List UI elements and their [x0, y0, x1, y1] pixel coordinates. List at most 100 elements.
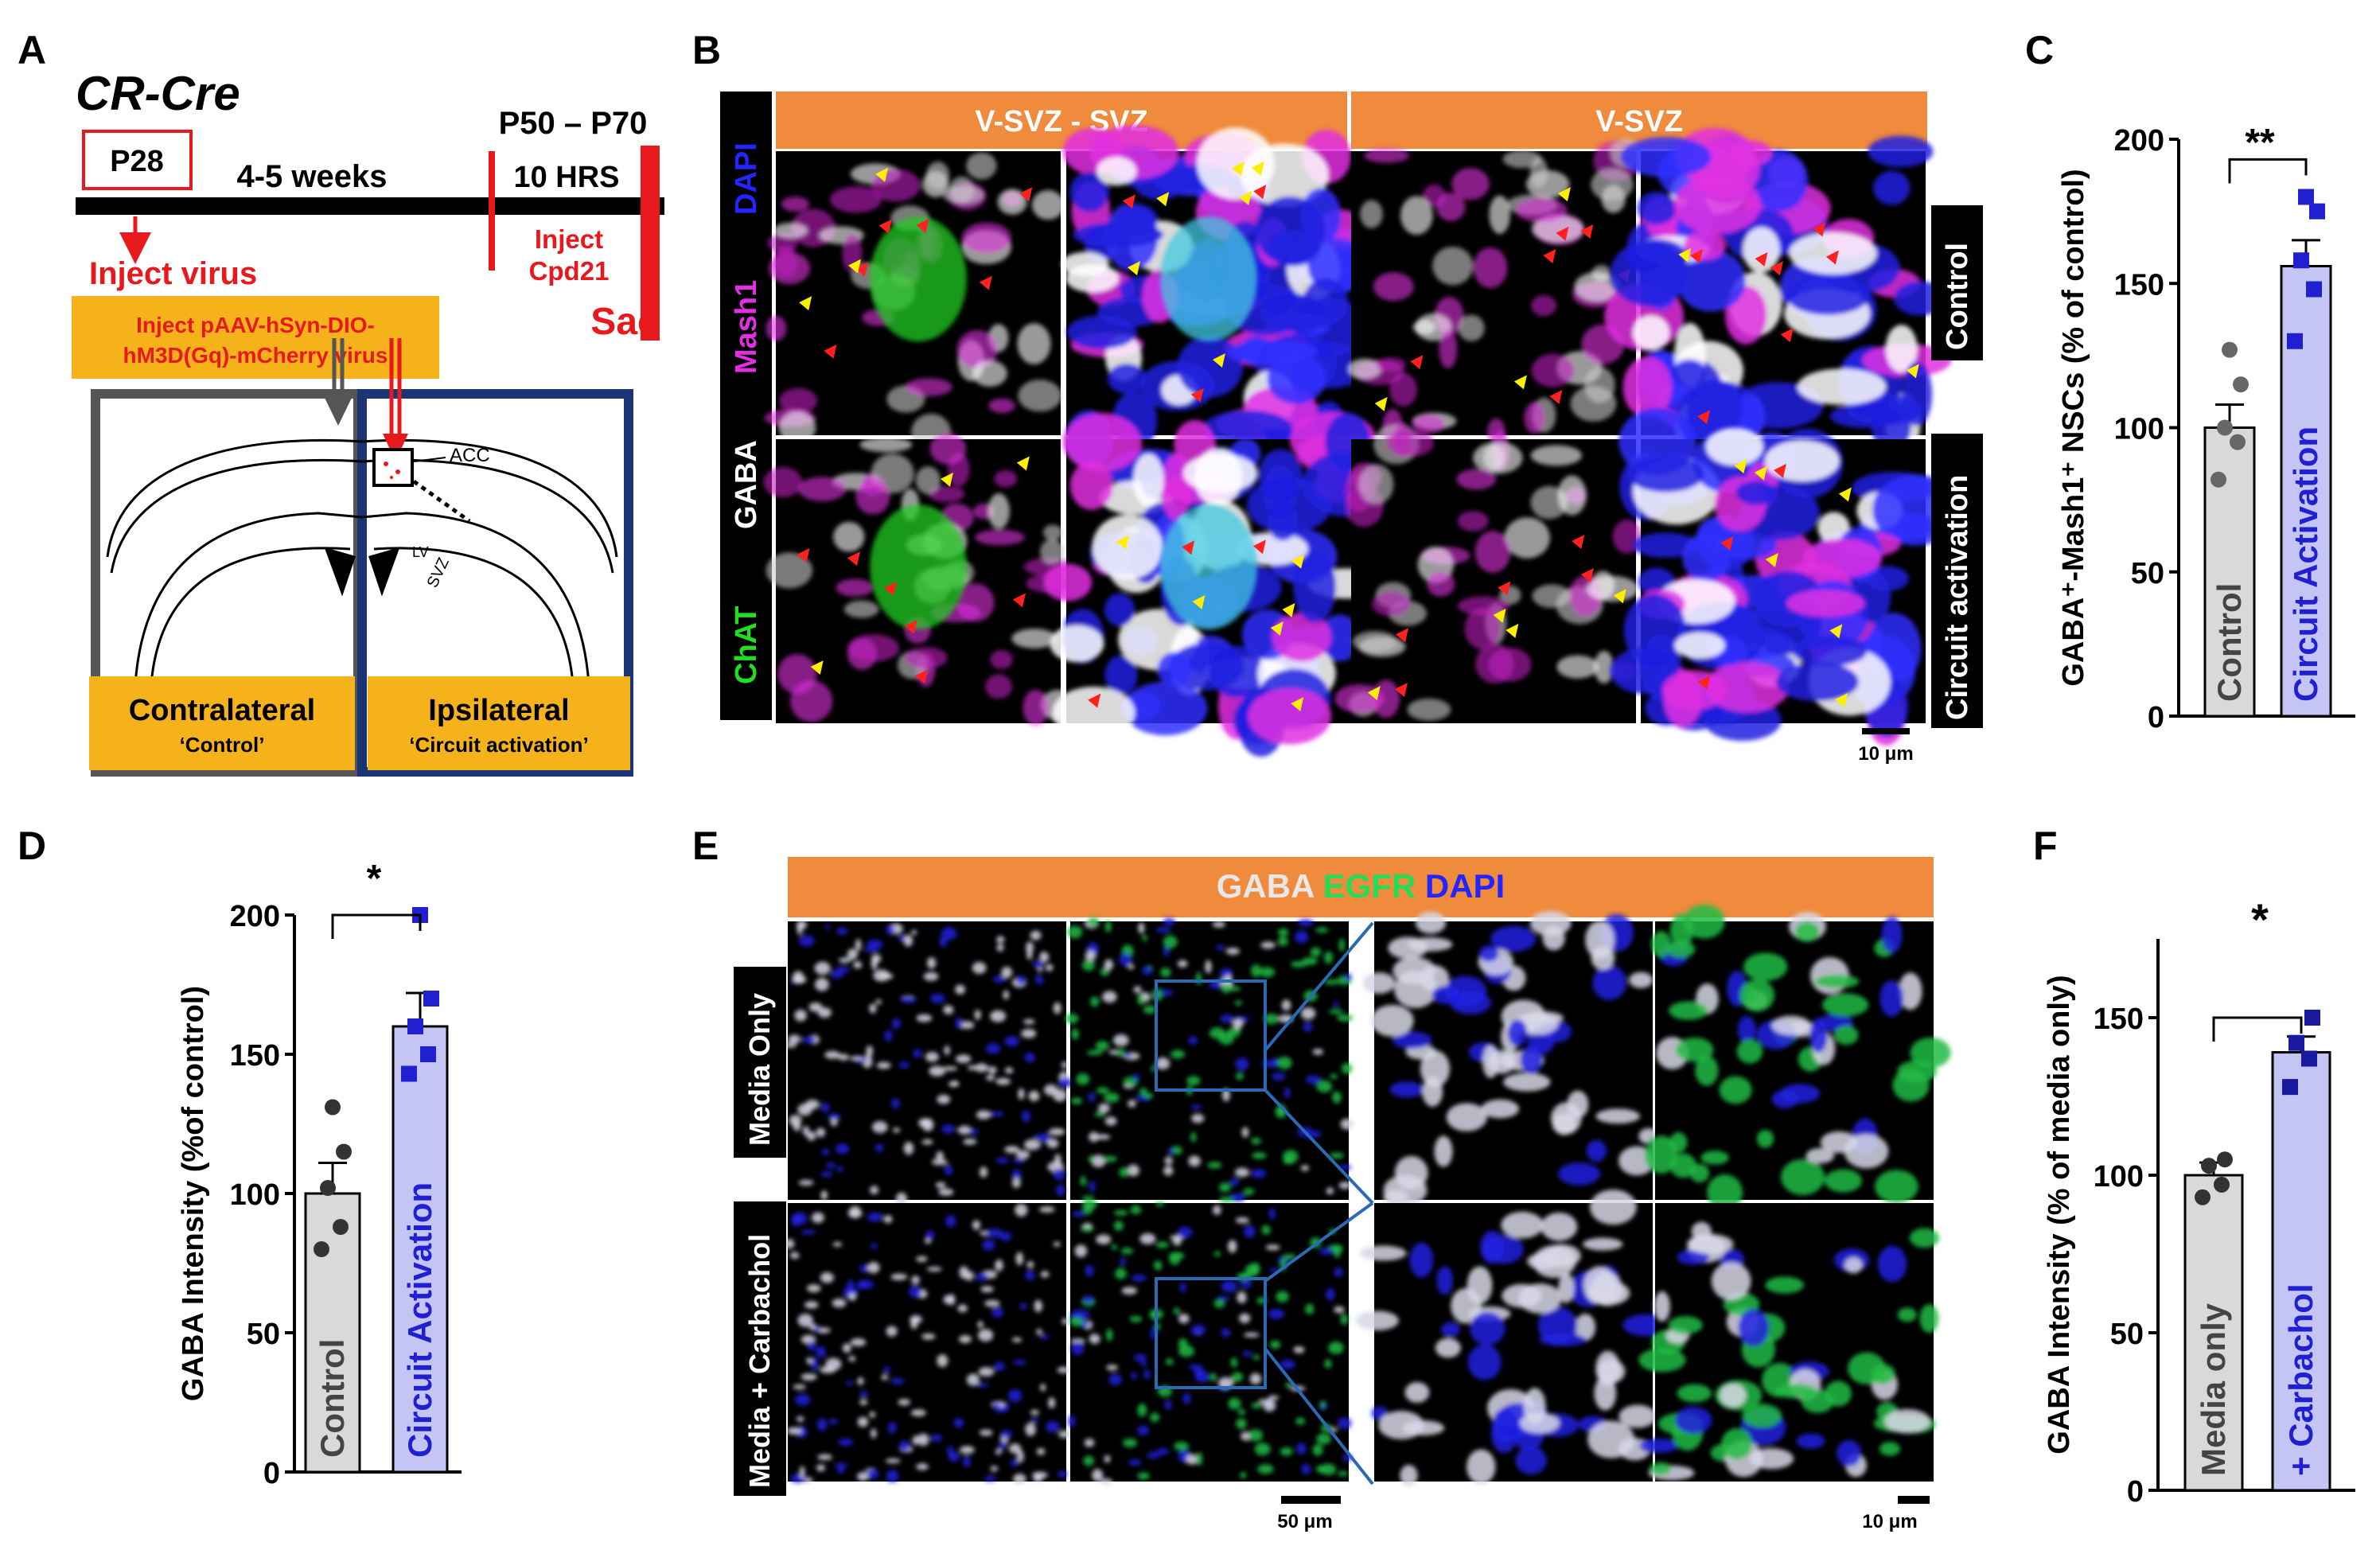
acc-projection: [412, 479, 471, 524]
micrograph-b-r2-c4: [1610, 408, 1959, 746]
zoom-line-1: [1264, 921, 1374, 1052]
scale-bar-e-right: [1898, 1496, 1930, 1504]
row-label-circuit-bg: [1931, 434, 1983, 728]
data-point: [401, 1065, 417, 1082]
data-point: [2195, 1189, 2211, 1205]
panel-b: B DAPI Mash1 GABA ChAT V-SVZ - SVZ V-SVZ…: [692, 28, 1983, 765]
arrowhead-marker: [797, 547, 810, 563]
arrowhead-marker: [1395, 682, 1408, 697]
y-tick-label: 0: [263, 1457, 280, 1490]
data-point: [2211, 471, 2226, 488]
gray-arrow-head: [325, 398, 352, 426]
arrowhead-marker: [915, 669, 929, 684]
arrowhead-marker: [1190, 387, 1204, 403]
significance-bracket: [2212, 1016, 2303, 1042]
arrowhead-marker: [1128, 261, 1141, 276]
arrowhead-marker: [1012, 593, 1026, 608]
arrowhead-marker: [810, 660, 824, 676]
arrowhead-marker: [1493, 608, 1506, 623]
ipsilateral-label: Ipsilateral: [428, 694, 569, 727]
stain-label-strip: [720, 92, 772, 720]
arrowhead-marker: [1291, 554, 1305, 569]
arrowhead-marker: [1543, 248, 1556, 263]
arrowhead-marker: [1016, 456, 1030, 471]
micrograph-e-r2-c4: [1638, 1203, 1940, 1482]
arrowhead-marker: [1088, 693, 1101, 708]
zoom-box: [1155, 979, 1267, 1092]
arrowhead-marker: [1251, 161, 1264, 176]
sac-tick: [641, 146, 660, 341]
category-label: Control: [314, 1339, 351, 1458]
data-point: [2298, 189, 2314, 205]
data-point: [2293, 252, 2309, 269]
arrowhead-marker: [824, 344, 837, 359]
y-tick-label: 200: [230, 900, 280, 933]
significance-bracket: [2228, 158, 2308, 184]
micrograph-b-r2-c1: [763, 433, 1077, 726]
data-point: [2301, 1050, 2317, 1067]
panel-d: D * 0 50 100 150 200 GABA Intensity (%of cont…: [18, 824, 462, 1490]
y-tick-label: 100: [2114, 413, 2164, 446]
virus-line1: Inject pAAV-hSyn-DIO-: [136, 313, 375, 337]
category-label: Circuit Activation: [401, 1182, 438, 1458]
arrowhead-marker: [1580, 567, 1594, 582]
arrowhead-marker: [1182, 540, 1195, 555]
arrowhead-marker: [1253, 185, 1267, 200]
panel-label-c: C: [2025, 28, 2054, 72]
y-tick-label: 100: [2094, 1160, 2144, 1193]
arrowhead-marker: [1116, 535, 1129, 550]
arrowhead-marker: [1239, 191, 1252, 206]
y-tick-label: 150: [230, 1039, 280, 1073]
arrowhead-marker: [1291, 697, 1304, 712]
panel-a: A CR-Cre P28 4-5 weeks P50 – P70 10 HRS …: [18, 28, 664, 777]
y-tick-label: 50: [247, 1318, 280, 1351]
arrowhead-marker: [1212, 353, 1225, 368]
micrograph-e-r2-c1: [784, 1203, 1073, 1485]
data-point: [407, 1018, 423, 1034]
y-tick-label: 50: [2110, 1318, 2144, 1351]
micrograph-e-r1-c2: [1065, 917, 1354, 1203]
hrs-label: 10 HRS: [513, 161, 619, 194]
arrowhead-marker: [979, 275, 992, 290]
y-tick-label: 200: [2114, 124, 2164, 158]
arrowhead-marker: [883, 581, 897, 596]
arrowhead-marker: [916, 218, 929, 233]
y-tick-label: 0: [2127, 1475, 2144, 1509]
arrowhead-marker: [1689, 248, 1703, 263]
inject-virus-label: Inject virus: [89, 256, 257, 291]
category-label: Media only: [2195, 1303, 2232, 1476]
brain-section-outline: [106, 438, 618, 685]
data-point: [2233, 376, 2249, 393]
data-point: [325, 1099, 341, 1116]
data-point: [2222, 341, 2238, 358]
sig-f: *: [2251, 894, 2269, 944]
header-e-dapi: DAPI: [1425, 867, 1505, 905]
arrowhead-marker: [1813, 222, 1826, 237]
data-point: [320, 1180, 336, 1196]
red-arrow-head: [383, 434, 408, 461]
micrograph-b-r1-c1: [764, 151, 1065, 451]
data-point: [2306, 281, 2322, 298]
arrowhead-marker: [1572, 535, 1585, 550]
panel-label-e: E: [692, 824, 719, 868]
arrowhead-marker: [1374, 396, 1388, 411]
data-point: [2304, 1010, 2320, 1026]
data-point: [314, 1241, 329, 1257]
bar: [2271, 1051, 2331, 1492]
header-e-gaba: GABA: [1217, 867, 1315, 905]
arrowhead-marker: [1556, 226, 1569, 241]
micrograph-e-r1-c1: [784, 920, 1074, 1206]
inject-cpd-line1: Inject: [535, 224, 603, 254]
micrograph-e-r1-c3: [1362, 910, 1659, 1205]
y-tick-label: 100: [230, 1178, 280, 1212]
arrowhead-marker: [855, 262, 868, 277]
arrowhead-marker: [1270, 621, 1283, 637]
arrowhead-marker: [1156, 192, 1170, 207]
arrowhead-marker: [1755, 252, 1768, 267]
sig-c: **: [2245, 122, 2275, 164]
data-point: [423, 991, 439, 1007]
header-e: [788, 857, 1934, 917]
arrowhead-marker: [847, 551, 860, 567]
arrowhead-marker: [1580, 224, 1594, 239]
